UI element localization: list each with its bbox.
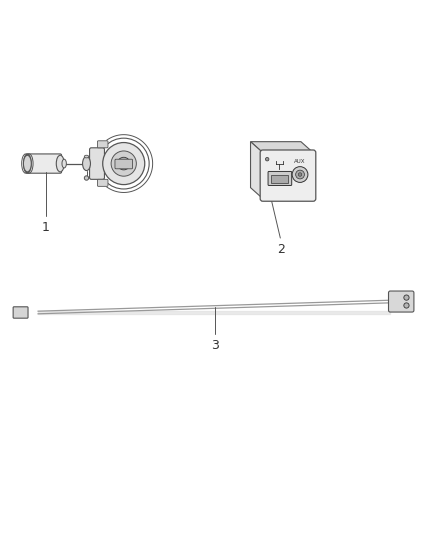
FancyBboxPatch shape <box>271 175 288 183</box>
FancyBboxPatch shape <box>97 141 108 148</box>
Circle shape <box>117 157 130 170</box>
Circle shape <box>404 295 409 300</box>
Polygon shape <box>251 142 313 152</box>
Text: 2: 2 <box>277 243 285 256</box>
FancyBboxPatch shape <box>268 172 292 185</box>
Ellipse shape <box>84 176 88 180</box>
Circle shape <box>265 157 269 161</box>
FancyBboxPatch shape <box>389 291 414 312</box>
FancyBboxPatch shape <box>13 307 28 318</box>
Circle shape <box>111 151 136 176</box>
Circle shape <box>296 170 304 179</box>
Circle shape <box>102 142 145 184</box>
Ellipse shape <box>56 155 64 172</box>
FancyBboxPatch shape <box>26 154 61 173</box>
Ellipse shape <box>23 155 32 172</box>
Text: 3: 3 <box>211 339 219 352</box>
FancyBboxPatch shape <box>260 150 316 201</box>
Circle shape <box>298 173 302 176</box>
Polygon shape <box>251 142 263 199</box>
Text: 1: 1 <box>42 221 50 233</box>
Ellipse shape <box>62 159 67 168</box>
FancyBboxPatch shape <box>115 159 132 169</box>
FancyBboxPatch shape <box>97 179 108 187</box>
Text: AUX: AUX <box>294 159 306 164</box>
FancyBboxPatch shape <box>90 148 105 179</box>
Circle shape <box>404 303 409 308</box>
Ellipse shape <box>83 157 90 171</box>
Ellipse shape <box>84 155 88 158</box>
Circle shape <box>292 167 308 182</box>
